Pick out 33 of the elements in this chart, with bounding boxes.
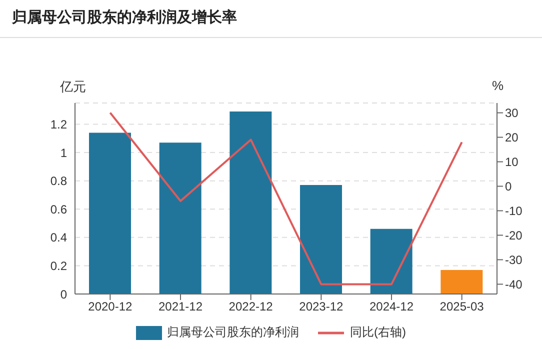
- y2-tick-label: -40: [505, 277, 523, 292]
- x-tick-label: 2025-03: [440, 300, 484, 314]
- y2-tick-label: 10: [505, 155, 519, 170]
- bar: [159, 142, 202, 294]
- x-tick-label: 2020-12: [88, 300, 133, 314]
- legend-label: 同比(右轴): [350, 324, 406, 341]
- y-tick-label: 0.8: [50, 174, 68, 188]
- y2-tick-label: 20: [505, 130, 519, 145]
- x-tick-label: 2023-12: [299, 300, 344, 314]
- y2-tick-label: 0: [505, 180, 512, 194]
- bar: [89, 132, 131, 294]
- y2-tick-label: -10: [505, 204, 523, 218]
- y2-axis-title: %: [492, 78, 504, 93]
- y-tick-label: 0: [60, 287, 68, 302]
- y-tick-label: 0.6: [50, 202, 68, 216]
- line-series: [109, 112, 463, 286]
- bar: [440, 270, 483, 294]
- x-tick-label: 2022-12: [228, 300, 274, 314]
- y2-tick-label: -30: [505, 252, 523, 267]
- y2-tick-label: -20: [505, 228, 523, 242]
- y-tick-label: 1.2: [50, 117, 68, 132]
- legend-label: 归属母公司股东的净利润: [167, 324, 299, 341]
- chart-title: 归属母公司股东的净利润及增长率: [12, 8, 237, 27]
- y-tick-label: 0.4: [50, 230, 68, 245]
- y-axis-title: 亿元: [60, 78, 86, 96]
- y-tick-label: 0.2: [50, 258, 68, 273]
- bar: [230, 111, 272, 294]
- y2-tick-label: 30: [505, 106, 519, 120]
- x-tick-label: 2021-12: [158, 300, 203, 314]
- bar: [300, 185, 342, 294]
- x-tick-label: 2024-12: [369, 300, 414, 314]
- y-tick-label: 1: [60, 146, 68, 160]
- bar: [370, 228, 412, 294]
